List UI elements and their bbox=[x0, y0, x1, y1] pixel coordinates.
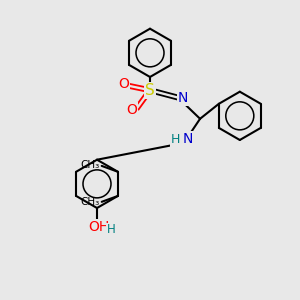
Text: OH: OH bbox=[88, 220, 109, 234]
Text: N: N bbox=[182, 132, 193, 146]
Text: CH₃: CH₃ bbox=[80, 160, 100, 170]
Text: H: H bbox=[106, 223, 115, 236]
Text: N: N bbox=[178, 91, 188, 105]
Text: CH₃: CH₃ bbox=[80, 197, 100, 207]
Text: O: O bbox=[126, 103, 137, 117]
Text: H: H bbox=[171, 133, 180, 146]
Text: O: O bbox=[118, 77, 129, 91]
Text: S: S bbox=[145, 83, 155, 98]
